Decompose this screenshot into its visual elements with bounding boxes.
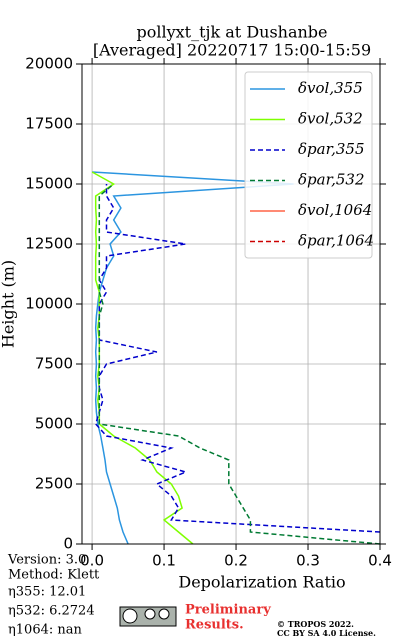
annotation: η355: 12.01 (8, 585, 86, 600)
y-tick-label: 0 (63, 535, 73, 553)
notice: Preliminary (185, 603, 271, 618)
y-tick-label: 17500 (25, 115, 73, 133)
x-tick-label: 0.4 (368, 552, 392, 570)
y-tick-label: 7500 (35, 355, 73, 373)
x-tick-label: 0.2 (224, 552, 248, 570)
legend-label: δvol,532 (298, 110, 363, 128)
x-axis-label: Depolarization Ratio (178, 573, 345, 592)
cc-logo (119, 606, 177, 627)
data-line (94, 184, 381, 533)
x-tick-label: 0.3 (296, 552, 320, 570)
legend-label: δvol,1064 (298, 201, 372, 219)
annotation: Version: 3.0 (7, 553, 86, 568)
x-tick-label: 0.0 (80, 552, 104, 570)
annotation: Method: Klett (8, 568, 100, 583)
legend-label: δpar,1064 (298, 232, 374, 250)
chart-title: [Averaged] 20220717 15:00-15:59 (93, 41, 371, 60)
data-line (98, 183, 381, 545)
y-tick-label: 20000 (25, 55, 73, 73)
y-tick-label: 10000 (25, 295, 73, 313)
legend-label: δpar,355 (298, 140, 365, 158)
license: © TROPOS 2022. (277, 619, 354, 629)
notice: Results. (185, 618, 244, 633)
y-axis-label: Height (m) (0, 260, 18, 348)
legend-box (244, 71, 373, 259)
legend-label: δvol,355 (298, 79, 363, 97)
y-tick-label: 5000 (35, 415, 73, 433)
y-tick-label: 2500 (35, 475, 73, 493)
plot-frame (81, 63, 381, 545)
x-tick-label: 0.1 (152, 552, 176, 570)
chart-title: pollyxt_tjk at Dushanbe (136, 23, 327, 42)
license: CC BY SA 4.0 License. (277, 628, 376, 638)
annotation: η1064: nan (8, 623, 83, 638)
y-tick-label: 15000 (25, 175, 73, 193)
annotation: η532: 6.2724 (8, 604, 95, 619)
y-tick-label: 12500 (25, 235, 73, 253)
legend-label: δpar,532 (298, 171, 365, 189)
